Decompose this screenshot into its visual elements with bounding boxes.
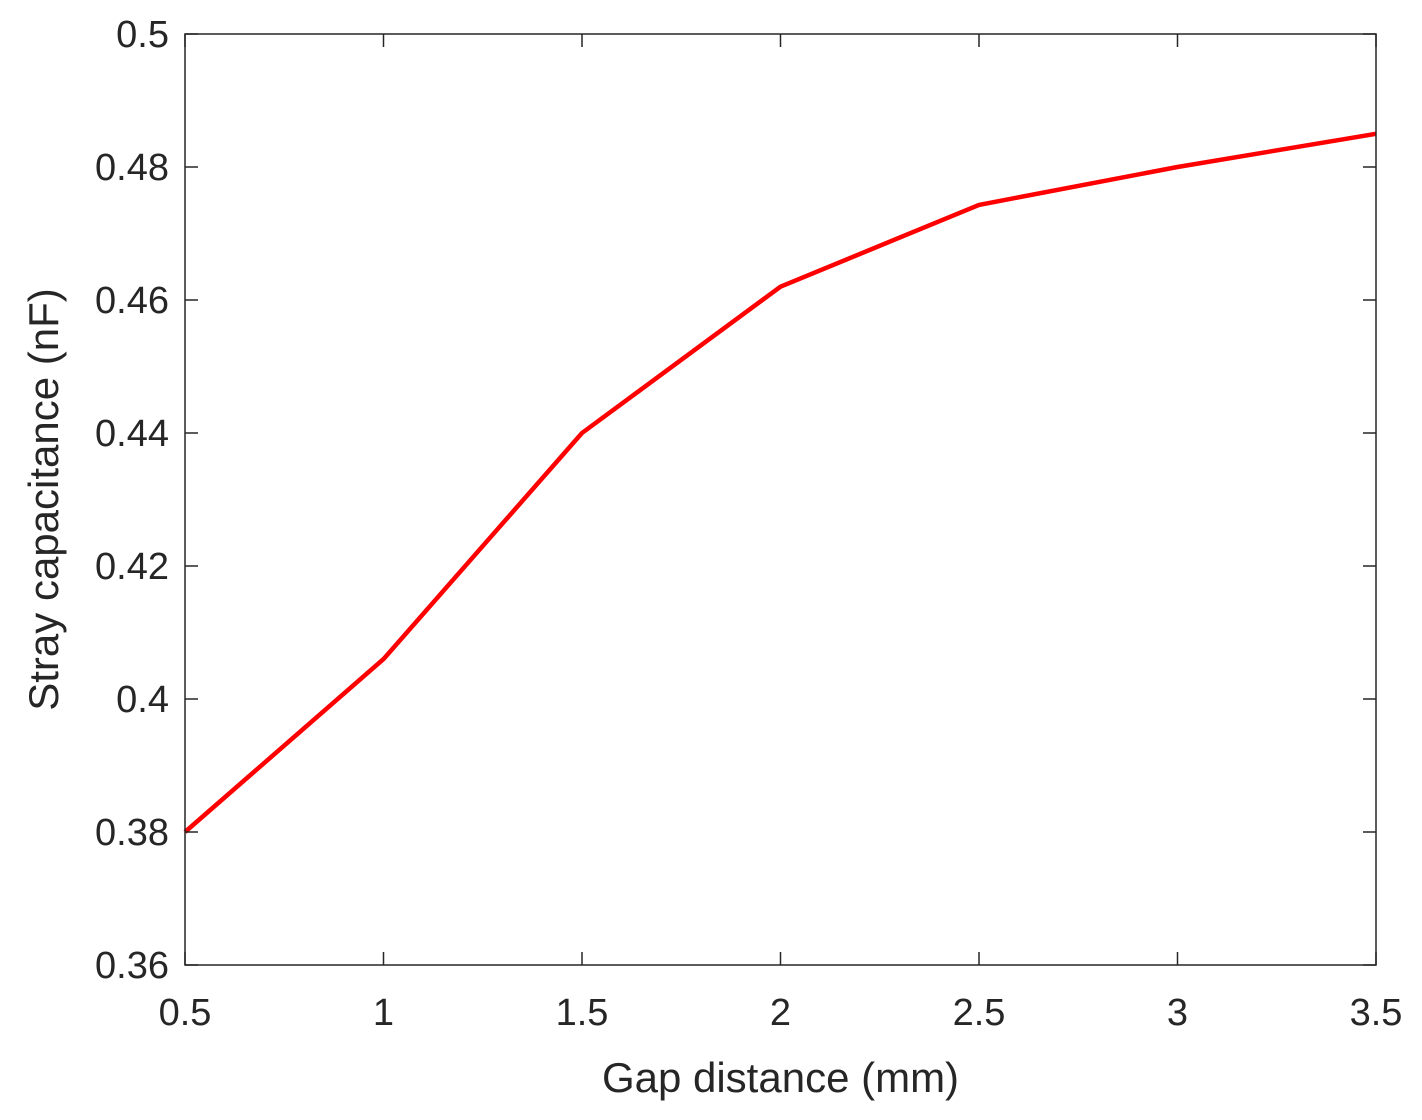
series-line-0 <box>183 131 1377 834</box>
x-tick-label: 1.5 <box>556 992 609 1034</box>
plot-area <box>185 34 1376 965</box>
tick-labels-layer: 0.5 1 1.5 2 2.5 3 3.5 0.36 0.38 0.4 0.42 0.44 0.46 0.… <box>95 14 1402 1034</box>
y-tick-label: 0.5 <box>116 14 169 56</box>
x-tick-label: 2 <box>770 992 791 1034</box>
x-tick-label: 3 <box>1167 992 1188 1034</box>
y-axis-title: Stray capacitance (nF) <box>20 288 67 711</box>
y-tick-label: 0.38 <box>95 812 169 854</box>
x-axis-title: Gap distance (mm) <box>602 1054 959 1101</box>
y-tick-label: 0.44 <box>95 413 169 455</box>
x-tick-label: 3.5 <box>1350 992 1403 1034</box>
series-layer <box>183 131 1377 834</box>
y-tick-label: 0.42 <box>95 546 169 588</box>
x-tick-label: 2.5 <box>953 992 1006 1034</box>
x-tick-label: 0.5 <box>159 992 212 1034</box>
y-tick-label: 0.4 <box>116 679 169 721</box>
axes-box <box>184 33 1377 966</box>
y-tick-label: 0.46 <box>95 280 169 322</box>
y-tick-label: 0.48 <box>95 147 169 189</box>
y-tick-label: 0.36 <box>95 945 169 987</box>
x-tick-label: 1 <box>373 992 394 1034</box>
